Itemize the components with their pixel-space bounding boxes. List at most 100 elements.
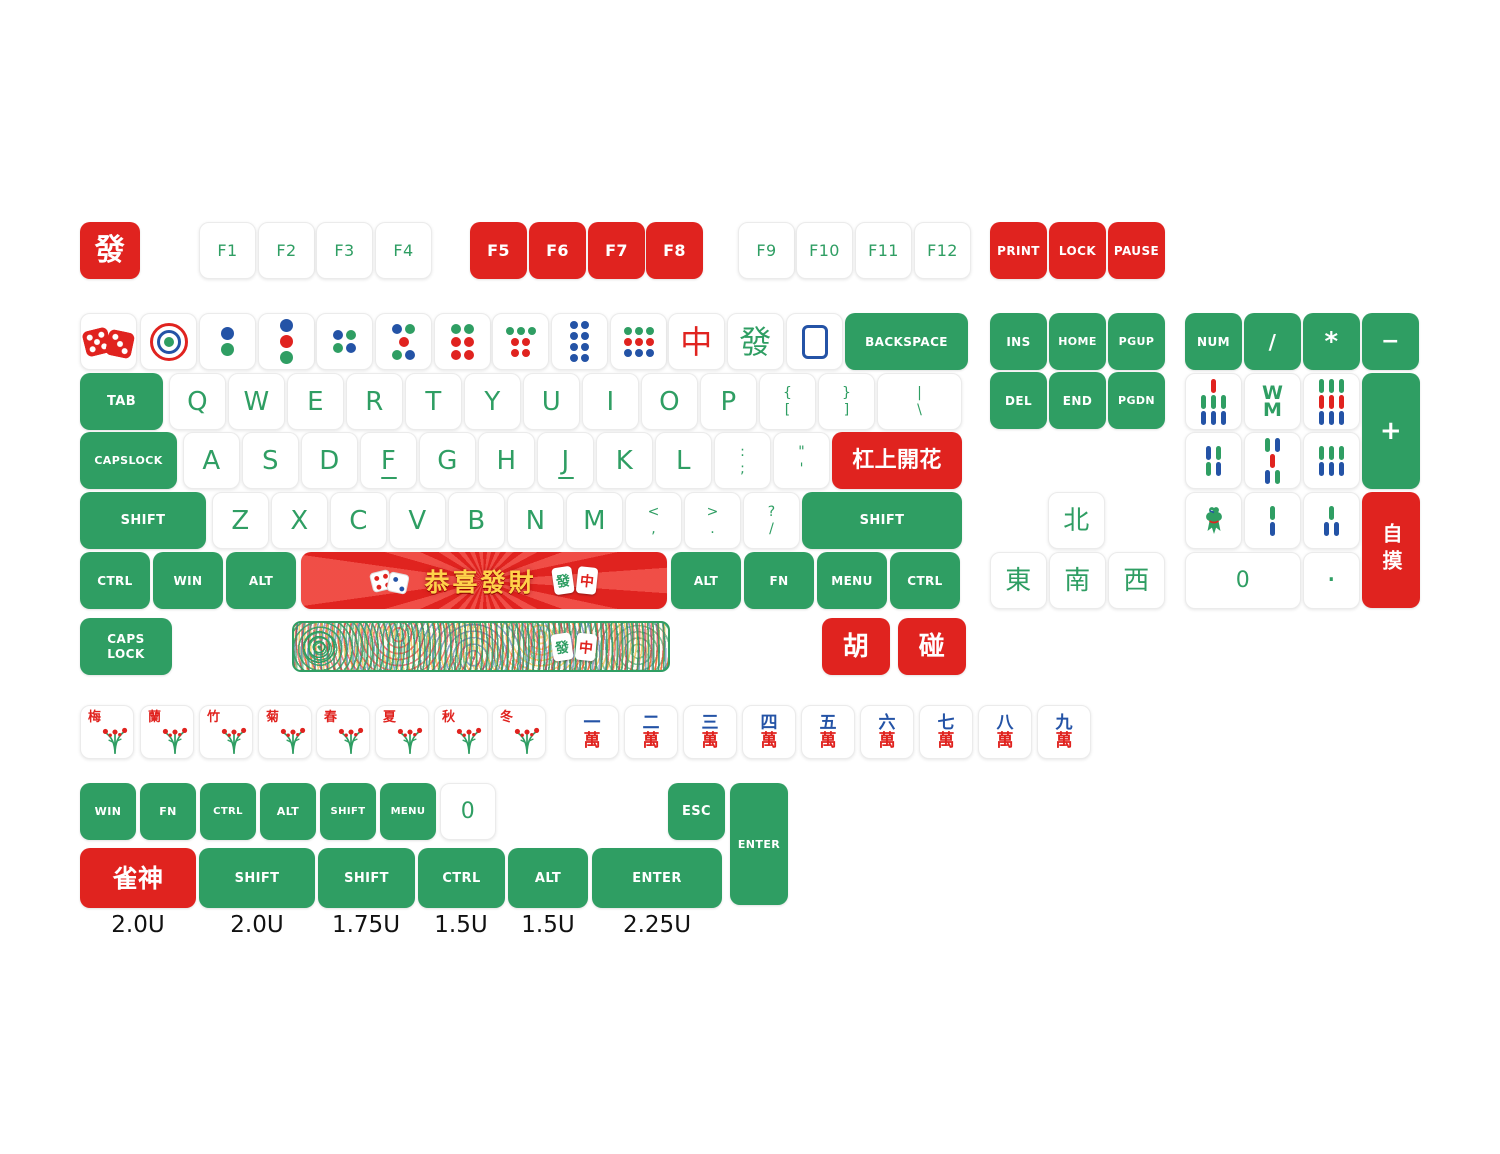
flower-art-icon bbox=[218, 724, 250, 756]
key-bracket-left: {[ bbox=[759, 373, 816, 430]
key-label: E bbox=[307, 386, 324, 417]
key-label: H bbox=[496, 445, 517, 476]
key-season-winter: 冬 bbox=[492, 705, 546, 759]
key-m: M bbox=[566, 492, 623, 549]
key-flower-chrysanthemum: 菊 bbox=[258, 705, 312, 759]
bamboo-stick bbox=[1329, 394, 1334, 409]
number-character: 五 bbox=[819, 712, 837, 733]
key-label: L bbox=[676, 445, 691, 476]
key-comma: <, bbox=[625, 492, 682, 549]
flower-art-icon bbox=[335, 724, 367, 756]
flower-character: 夏 bbox=[383, 710, 397, 725]
key-win-alt-size: WIN bbox=[80, 783, 136, 840]
key-sparrow-god: 雀神 bbox=[80, 848, 196, 908]
one-dot-medallion-icon bbox=[149, 322, 188, 361]
key-label: WIN bbox=[173, 573, 203, 588]
key-four-wan: 四萬 bbox=[742, 705, 796, 759]
flower-character: 梅 bbox=[88, 710, 102, 725]
key-label: MENU bbox=[831, 573, 873, 588]
bamboo-stick bbox=[1339, 394, 1344, 409]
key-f1: F1 bbox=[199, 222, 256, 279]
key-label: V bbox=[408, 505, 427, 536]
dot bbox=[623, 337, 632, 346]
key-i: I bbox=[582, 373, 639, 430]
key-alt-alt-size: ALT bbox=[260, 783, 316, 840]
dot bbox=[522, 337, 530, 346]
key-three-dots-tile bbox=[258, 313, 315, 370]
flower-art-icon bbox=[99, 724, 131, 756]
key-label: END bbox=[1062, 393, 1093, 408]
flower-character: 秋 bbox=[442, 710, 456, 725]
mahjong-tiles-icon: 發中 bbox=[550, 565, 598, 596]
bamboo-stick bbox=[1319, 410, 1324, 425]
dot bbox=[280, 335, 293, 348]
bamboo-stick bbox=[1270, 521, 1275, 536]
key-label: PGUP bbox=[1118, 335, 1155, 348]
key-label: R bbox=[365, 386, 384, 417]
key-label: 杠上開花 bbox=[852, 447, 942, 473]
key-right-alt: ALT bbox=[671, 552, 741, 609]
key-w: W bbox=[228, 373, 285, 430]
key-label: I bbox=[606, 386, 615, 417]
key-spacebar: 恭喜發財發中 bbox=[301, 552, 667, 609]
bamboo-tile-icon bbox=[1319, 378, 1344, 426]
bamboo-stick bbox=[1211, 378, 1216, 393]
key-label: WIN bbox=[94, 805, 122, 818]
number-character: 八 bbox=[996, 712, 1014, 733]
key-label-top: CAPS bbox=[107, 632, 145, 647]
key-two-dots-tile bbox=[199, 313, 256, 370]
dot bbox=[634, 337, 643, 346]
key-home: HOME bbox=[1049, 313, 1106, 370]
key-label: J bbox=[561, 445, 570, 476]
bamboo-stick bbox=[1206, 445, 1211, 460]
number-character: 七 bbox=[937, 712, 955, 733]
stacked-legend: :; bbox=[740, 444, 745, 478]
key-s: S bbox=[242, 432, 299, 489]
key-label: G bbox=[437, 445, 458, 476]
bamboo-tile-icon bbox=[1265, 437, 1280, 485]
key-label: ENTER bbox=[632, 870, 682, 886]
key-label: SHIFT bbox=[330, 805, 366, 817]
dot bbox=[570, 343, 578, 351]
dot bbox=[221, 343, 234, 356]
dot bbox=[346, 330, 356, 340]
key-t: T bbox=[405, 373, 462, 430]
key-label: ALT bbox=[276, 805, 300, 818]
bamboo-stick bbox=[1319, 445, 1324, 460]
key-label: * bbox=[1324, 326, 1339, 357]
circle-tile-icon bbox=[333, 329, 356, 355]
key-shift-2u: SHIFT bbox=[199, 848, 315, 908]
key-seven-wan: 七萬 bbox=[919, 705, 973, 759]
key-one-dot-tile bbox=[140, 313, 197, 370]
key-o: O bbox=[641, 373, 698, 430]
dot bbox=[464, 323, 474, 334]
spacebar-artwork: 恭喜發財發中 bbox=[369, 563, 598, 599]
key-label: PGDN bbox=[1117, 394, 1156, 407]
key-label-bottom: LOCK bbox=[107, 646, 145, 661]
wan-character: 萬 bbox=[760, 731, 778, 751]
key-n: N bbox=[507, 492, 564, 549]
key-hu: 胡 bbox=[822, 618, 890, 675]
character-tile: 六萬 bbox=[879, 713, 896, 750]
key-label: + bbox=[1379, 416, 1403, 446]
bamboo-stick bbox=[1339, 410, 1344, 425]
key-two-bamboo bbox=[1244, 492, 1301, 549]
key-label-bottom: , bbox=[651, 520, 656, 537]
key-label: HOME bbox=[1058, 335, 1097, 348]
circle-tile-icon bbox=[623, 325, 654, 358]
mahjong-tiles-icon: 發中 bbox=[550, 631, 598, 662]
bamboo-stick bbox=[1329, 445, 1334, 460]
key-season-autumn: 秋 bbox=[434, 705, 488, 759]
keycap-size-label: 2.25U bbox=[622, 912, 692, 938]
key-label: 發 bbox=[739, 322, 772, 361]
key-label-bottom: ] bbox=[843, 401, 850, 418]
key-menu: MENU bbox=[817, 552, 887, 609]
key-label: FN bbox=[769, 573, 789, 588]
bamboo-stick bbox=[1265, 437, 1270, 452]
bamboo-stick bbox=[1270, 453, 1275, 468]
dice-icon bbox=[369, 568, 411, 595]
wan-character: 萬 bbox=[642, 731, 660, 751]
key-l: L bbox=[655, 432, 712, 489]
key-one-wan: 一萬 bbox=[565, 705, 619, 759]
